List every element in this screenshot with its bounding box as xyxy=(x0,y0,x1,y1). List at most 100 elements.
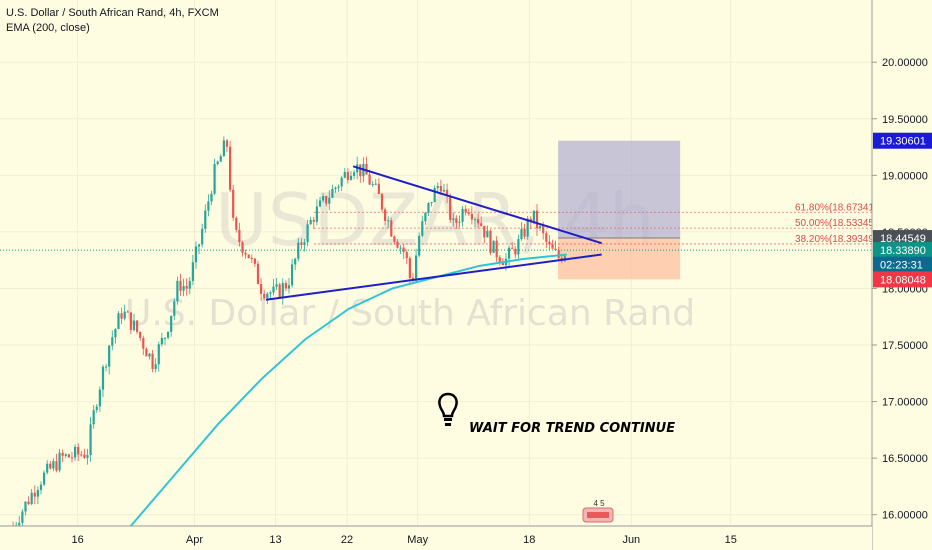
candle-body xyxy=(256,263,260,285)
candle-body xyxy=(554,248,557,251)
candle-body xyxy=(67,454,70,458)
candle-body xyxy=(210,193,213,202)
candle-body xyxy=(297,242,300,259)
candle-body xyxy=(439,186,442,192)
candle-body xyxy=(188,281,191,289)
candle-body xyxy=(455,218,458,223)
candle-body xyxy=(222,140,225,157)
candle-body xyxy=(194,246,198,263)
candle-body xyxy=(73,446,77,458)
candle-body xyxy=(24,501,27,512)
candle-body xyxy=(489,230,492,253)
candle-body xyxy=(160,337,163,345)
y-tick-label: 16.00000 xyxy=(882,510,928,522)
candle-body xyxy=(120,313,123,319)
candle-body xyxy=(201,228,204,245)
candle-body xyxy=(557,250,560,258)
candle-body xyxy=(365,163,368,175)
candle-body xyxy=(132,320,136,331)
candle-body xyxy=(216,161,219,165)
candle-body xyxy=(157,344,160,365)
candle-body xyxy=(507,247,511,259)
candle-body xyxy=(163,337,167,339)
candle-body xyxy=(321,196,325,201)
price-tag-label: 02:23:31 xyxy=(880,260,923,272)
y-tick-label: 19.50000 xyxy=(882,114,928,126)
indicator-label[interactable]: EMA (200, close) xyxy=(6,22,90,34)
candle-body xyxy=(55,461,58,471)
position-tool[interactable] xyxy=(558,140,681,280)
x-tick-label: 15 xyxy=(725,534,737,546)
symbol-title[interactable]: U.S. Dollar / South African Rand, 4h, FX… xyxy=(6,7,219,19)
candle-body xyxy=(458,221,461,223)
candle-body xyxy=(486,230,489,238)
candle-body xyxy=(408,258,411,278)
candle-body xyxy=(315,206,318,222)
ideas-badge[interactable]: 4 5 xyxy=(582,499,614,523)
candle-body xyxy=(30,492,33,504)
candle-body xyxy=(538,226,542,229)
candle-body xyxy=(247,254,250,258)
candle-body xyxy=(197,244,201,247)
trendline-lower xyxy=(265,253,602,301)
candle-body xyxy=(418,235,421,256)
candle-body xyxy=(95,406,98,411)
candle-body xyxy=(535,210,539,229)
price-tag-box xyxy=(873,271,932,288)
candle-body xyxy=(228,146,232,190)
candle-body xyxy=(148,353,151,357)
candle-body xyxy=(390,220,393,237)
fib-level-label: 50.00%(18.53345 xyxy=(795,218,874,229)
candle-body xyxy=(86,454,89,458)
candle-body xyxy=(427,202,430,213)
trendlines-layer[interactable] xyxy=(265,165,602,301)
candle-body xyxy=(306,224,309,243)
lightbulb-icon xyxy=(438,392,458,426)
candle-body xyxy=(334,187,337,189)
candle-body xyxy=(328,197,331,204)
candle-body xyxy=(278,284,281,298)
candle-body xyxy=(61,452,64,456)
price-axis[interactable]: 16.0000016.5000017.0000017.5000018.00000… xyxy=(871,0,932,550)
candle-body xyxy=(325,196,328,204)
candle-body xyxy=(287,285,291,289)
price-tag-label: 18.08048 xyxy=(880,274,926,286)
candle-body xyxy=(442,189,446,192)
annotation-note[interactable]: WAIT FOR TREND CONTINUE xyxy=(438,392,675,436)
candle-body xyxy=(80,454,83,456)
candle-body xyxy=(98,389,101,407)
candle-body xyxy=(151,353,154,370)
candle-body xyxy=(129,312,132,331)
candle-body xyxy=(139,331,142,339)
fib-level-label: 61.80%(18.67341 xyxy=(795,202,874,213)
candle-body xyxy=(123,311,126,319)
candle-body xyxy=(480,223,483,226)
price-tag-box xyxy=(873,256,932,273)
time-axis[interactable]: 16 Apr 13 22 May 18 Jun 15 xyxy=(0,525,872,550)
candle-body xyxy=(532,210,535,222)
candle-body xyxy=(312,219,315,222)
candles-layer xyxy=(11,136,566,531)
candle-body xyxy=(405,252,408,259)
fibonacci-levels[interactable]: 61.80%(18.67341 50.00%(18.53345 38.20%(18.… xyxy=(313,202,874,245)
candle-body xyxy=(101,366,105,390)
candle-body xyxy=(340,177,343,187)
candle-body xyxy=(253,258,256,264)
candle-body xyxy=(402,247,405,253)
candle-body xyxy=(300,242,303,246)
candle-body xyxy=(359,164,362,177)
y-tick-label: 17.50000 xyxy=(882,340,928,352)
candle-body xyxy=(517,239,520,255)
candle-body xyxy=(27,501,30,504)
ema-layer xyxy=(130,253,567,527)
candle-body xyxy=(346,171,349,180)
candle-body xyxy=(352,172,356,176)
candle-body xyxy=(337,186,340,188)
candle-body xyxy=(445,189,449,196)
candle-body xyxy=(49,463,52,469)
price-tag-box xyxy=(873,132,932,149)
candle-body xyxy=(269,292,272,294)
candle-body xyxy=(284,283,287,289)
